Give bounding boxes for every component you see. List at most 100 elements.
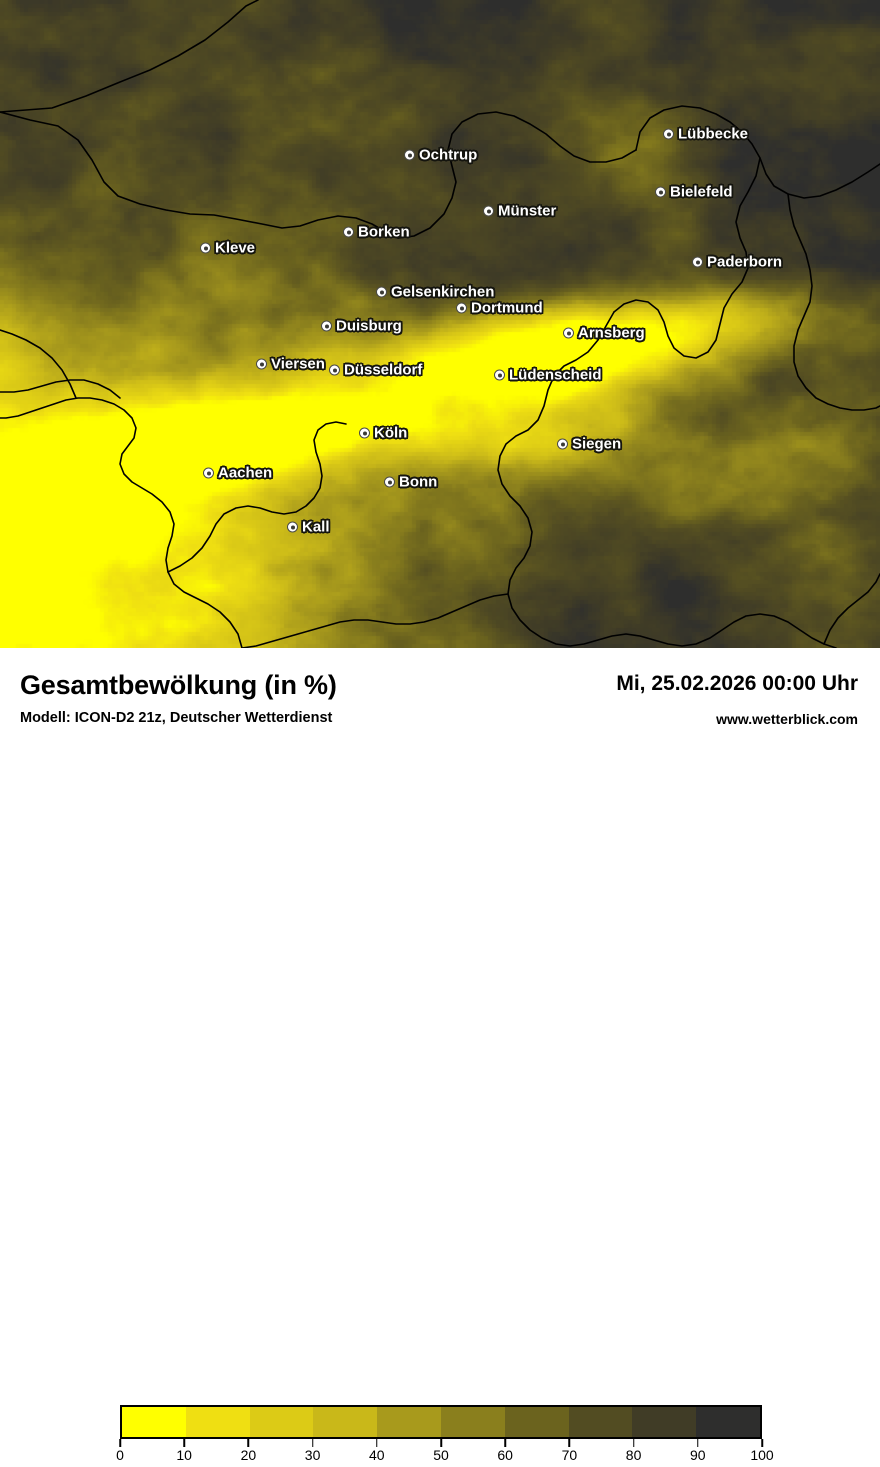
city-label: Münster: [498, 202, 557, 220]
city-label: Lüdenscheid: [509, 366, 602, 384]
colorbar-tick: [376, 1439, 378, 1447]
colorbar-tick-label: 70: [561, 1447, 578, 1463]
site-url: www.wetterblick.com: [716, 711, 858, 727]
city-label: Köln: [374, 424, 408, 442]
city-label: Bielefeld: [670, 183, 733, 201]
colorbar-segment: [249, 1407, 314, 1437]
city-dot-icon: [404, 149, 415, 161]
border-nrw-he-north: [613, 157, 761, 359]
city-dot-icon: [287, 521, 298, 533]
city-marker-k-ln[interactable]: Köln: [359, 425, 407, 442]
colorbar-tick-label: 80: [625, 1447, 642, 1463]
river-rhine-upper: [0, 329, 77, 399]
city-dot-icon: [343, 226, 354, 238]
colorbar-tick-labels: 0 10 20 30 40 50 60 70 80 90 100: [116, 1447, 774, 1467]
border-rp-nrw-south: [241, 593, 509, 648]
city-marker-gelsenkirchen[interactable]: Gelsenkirchen: [376, 284, 494, 301]
colorbar-tick-label: 60: [497, 1447, 513, 1463]
colorbar-segment: [440, 1407, 505, 1437]
colorbar-tick: [632, 1439, 635, 1447]
city-dot-icon: [321, 320, 332, 332]
city-dot-icon: [692, 256, 703, 268]
colorbar-tick-label: 50: [433, 1447, 449, 1463]
colorbar-segment: [504, 1407, 569, 1437]
colorbar-tick: [311, 1439, 314, 1447]
border-be-de-west: [0, 397, 243, 648]
weather-map-page: Ochtrup Lübbecke Bielefeld Münster Borken Kle…: [0, 0, 880, 830]
colorbar-tick: [119, 1439, 121, 1447]
colorbar-tick-label: 30: [304, 1447, 321, 1463]
colorbar-segment: [696, 1407, 760, 1437]
city-marker-l-denscheid[interactable]: Lüdenscheid: [494, 367, 602, 384]
city-label: Bonn: [399, 473, 438, 491]
city-label: Düsseldorf: [344, 361, 423, 379]
city-dot-icon: [256, 358, 267, 370]
colorbar-tick: [247, 1439, 250, 1447]
colorbar-segment: [568, 1407, 633, 1437]
city-label: Lübbecke: [678, 125, 749, 143]
city-dot-icon: [456, 302, 467, 314]
colorbar-tick-label: 20: [240, 1447, 257, 1463]
border-detail-ne: [787, 193, 880, 411]
city-label: Arnsberg: [578, 324, 645, 342]
city-marker-kleve[interactable]: Kleve: [200, 240, 255, 257]
city-dot-icon: [359, 427, 370, 439]
city-marker-borken[interactable]: Borken: [343, 224, 410, 241]
colorbar-tick-label: 0: [116, 1447, 124, 1463]
border-lines-layer: [0, 0, 880, 648]
city-dot-icon: [563, 327, 574, 339]
colorbar-segment: [377, 1407, 441, 1437]
colorbar-segment: [185, 1407, 250, 1437]
border-nl-de-north: [0, 0, 259, 113]
city-marker-aachen[interactable]: Aachen: [203, 465, 272, 482]
city-label: Borken: [358, 223, 410, 241]
colorbar-tick: [761, 1439, 763, 1447]
city-marker-arnsberg[interactable]: Arnsberg: [563, 325, 645, 342]
city-dot-icon: [483, 205, 494, 217]
colorbar-segment: [122, 1407, 186, 1437]
city-dot-icon: [663, 128, 674, 140]
colorbar-tick-label: 10: [176, 1447, 192, 1463]
city-marker-bielefeld[interactable]: Bielefeld: [655, 184, 733, 201]
footer-panel: Gesamtbewölkung (in %) Modell: ICON-D2 2…: [0, 648, 880, 1463]
colorbar: [120, 1405, 762, 1439]
city-marker-viersen[interactable]: Viersen: [256, 356, 325, 373]
colorbar-segment: [632, 1407, 697, 1437]
city-marker-kall[interactable]: Kall: [287, 519, 330, 536]
city-marker-l-bbecke[interactable]: Lübbecke: [663, 126, 748, 143]
colorbar-tick-label: 40: [369, 1447, 385, 1463]
border-ms-nord: [397, 111, 637, 239]
city-dot-icon: [203, 467, 214, 479]
border-nl-de-mid: [0, 111, 399, 239]
city-marker-bonn[interactable]: Bonn: [384, 474, 437, 491]
city-marker-dortmund[interactable]: Dortmund: [456, 300, 543, 317]
city-dot-icon: [384, 476, 395, 488]
city-label: Siegen: [572, 435, 622, 453]
city-marker-ochtrup[interactable]: Ochtrup: [404, 147, 477, 164]
city-marker-siegen[interactable]: Siegen: [557, 436, 621, 453]
city-dot-icon: [557, 438, 568, 450]
map-area[interactable]: Ochtrup Lübbecke Bielefeld Münster Borken Kle…: [0, 0, 880, 648]
city-label: Gelsenkirchen: [391, 283, 495, 301]
city-dot-icon: [494, 369, 505, 381]
valid-datetime: Mi, 25.02.2026 00:00 Uhr: [616, 672, 858, 695]
colorbar-tick: [440, 1439, 442, 1447]
city-label: Dortmund: [471, 299, 543, 317]
border-be-nl-branch: [0, 379, 121, 399]
border-detail-se: [823, 573, 880, 645]
colorbar-segment: [313, 1407, 378, 1437]
model-subtitle: Modell: ICON-D2 21z, Deutscher Wetterdie…: [20, 710, 333, 726]
colorbar-tick: [183, 1439, 185, 1447]
city-marker-m-nster[interactable]: Münster: [483, 203, 556, 220]
city-marker-d-sseldorf[interactable]: Düsseldorf: [329, 362, 422, 379]
city-marker-paderborn[interactable]: Paderborn: [692, 254, 782, 271]
colorbar-tick-label: 100: [750, 1447, 774, 1463]
city-label: Kleve: [215, 239, 256, 257]
colorbar-tick: [568, 1439, 571, 1447]
border-nrw-be-inner: [167, 421, 347, 573]
colorbar-tick-label: 90: [690, 1447, 706, 1463]
city-marker-duisburg[interactable]: Duisburg: [321, 318, 402, 335]
city-dot-icon: [329, 364, 340, 376]
city-dot-icon: [200, 242, 211, 254]
page-title: Gesamtbewölkung (in %): [20, 670, 337, 700]
